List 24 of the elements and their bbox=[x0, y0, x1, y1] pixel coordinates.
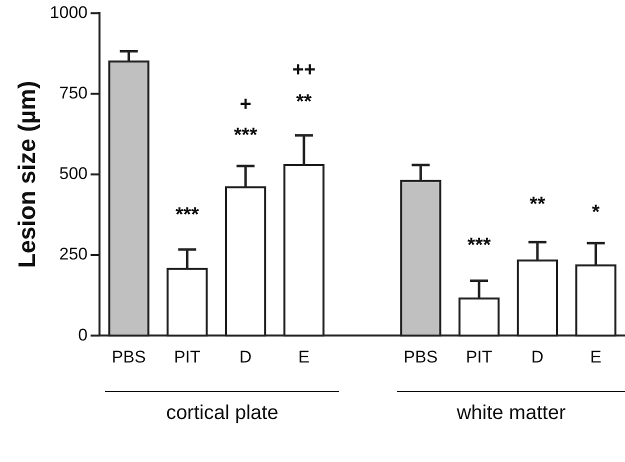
annotation: + bbox=[240, 94, 252, 116]
x-tick-label: D bbox=[531, 347, 544, 366]
annotation: *** bbox=[176, 204, 200, 226]
x-tick-label: PBS bbox=[112, 347, 146, 366]
y-tick-label: 500 bbox=[59, 164, 88, 184]
x-tick-label: E bbox=[298, 347, 310, 366]
annotation: * bbox=[592, 202, 600, 224]
x-tick-label: PIT bbox=[174, 347, 200, 366]
annotation: ** bbox=[296, 90, 312, 113]
y-axis-title: Lesion size (µm) bbox=[14, 80, 42, 268]
x-tick-label: D bbox=[239, 347, 252, 366]
y-tick-label: 0 bbox=[78, 325, 88, 344]
y-tick-label: 1000 bbox=[50, 2, 88, 22]
annotation: *** bbox=[234, 124, 258, 147]
y-tick-label: 250 bbox=[59, 244, 88, 264]
annotation: *** bbox=[467, 234, 491, 256]
text: cortical plate bbox=[165, 402, 280, 425]
annotation: ** bbox=[530, 194, 546, 216]
annotation: ++ bbox=[292, 58, 316, 81]
y-tick-label: 750 bbox=[59, 83, 88, 102]
x-tick-label: PBS bbox=[404, 347, 438, 366]
text: white matter bbox=[456, 402, 567, 425]
x-tick-label: E bbox=[590, 347, 602, 366]
x-tick-label: PIT bbox=[466, 347, 492, 366]
